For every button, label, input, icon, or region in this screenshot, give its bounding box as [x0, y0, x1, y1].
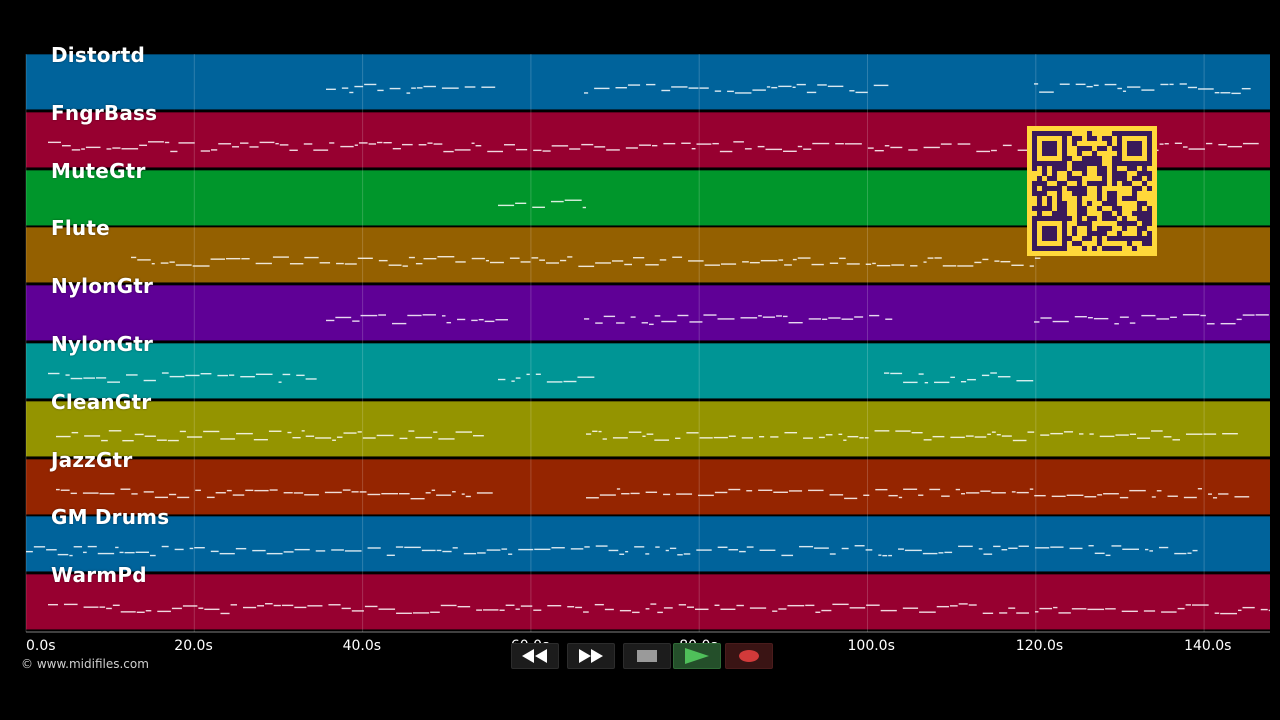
track-lane: JazzGtr	[26, 448, 1270, 515]
fast-forward-icon	[579, 649, 603, 663]
track-name: NylonGtr	[51, 332, 154, 356]
note-strip	[326, 314, 1269, 326]
note-strip	[498, 199, 586, 208]
track-lane: NylonGtr	[26, 332, 1270, 399]
track-name: NylonGtr	[51, 274, 154, 299]
note-strip	[48, 140, 1259, 153]
record-icon	[739, 650, 759, 662]
qr-code-icon	[1027, 126, 1157, 256]
track-name: Distortd	[51, 43, 146, 67]
stop-button[interactable]	[623, 643, 671, 669]
tick-label: 100.0s	[847, 638, 895, 654]
note-strip	[131, 256, 1041, 268]
note-strip	[48, 372, 1034, 384]
rewind-button[interactable]	[511, 643, 559, 669]
track-lane: GM Drums	[26, 505, 1270, 573]
note-strip	[26, 545, 1198, 557]
play-icon	[685, 648, 709, 664]
tick-label: 140.0s	[1184, 638, 1232, 654]
track-name: WarmPd	[51, 563, 147, 588]
track-name: MuteGtr	[51, 158, 146, 183]
track-lane: NylonGtr	[26, 274, 1270, 342]
note-strip	[326, 83, 1251, 95]
note-strip	[56, 429, 1238, 442]
stop-icon	[637, 650, 657, 662]
play-button[interactable]	[673, 643, 721, 669]
track-name: Flute	[51, 216, 110, 241]
note-strip	[48, 603, 1270, 615]
tick-label: 40.0s	[342, 638, 382, 654]
track-name: CleanGtr	[51, 389, 152, 414]
rewind-icon	[522, 649, 547, 663]
track-name: FngrBass	[51, 100, 158, 125]
track-lane: WarmPd	[26, 563, 1270, 631]
record-button[interactable]	[725, 643, 773, 669]
note-strip	[56, 487, 1250, 499]
tick-label: 0.0s	[26, 638, 56, 654]
transport-controls	[511, 643, 773, 669]
track-lane: CleanGtr	[26, 390, 1270, 457]
track-name: JazzGtr	[51, 447, 133, 472]
fast-forward-button[interactable]	[567, 643, 615, 669]
tick-label: 20.0s	[174, 638, 213, 654]
watermark: © www.midifiles.com	[21, 657, 149, 671]
track-name: GM Drums	[51, 505, 170, 530]
tick-label: 120.0s	[1015, 638, 1064, 654]
track-lane: Distortd	[26, 43, 1270, 110]
